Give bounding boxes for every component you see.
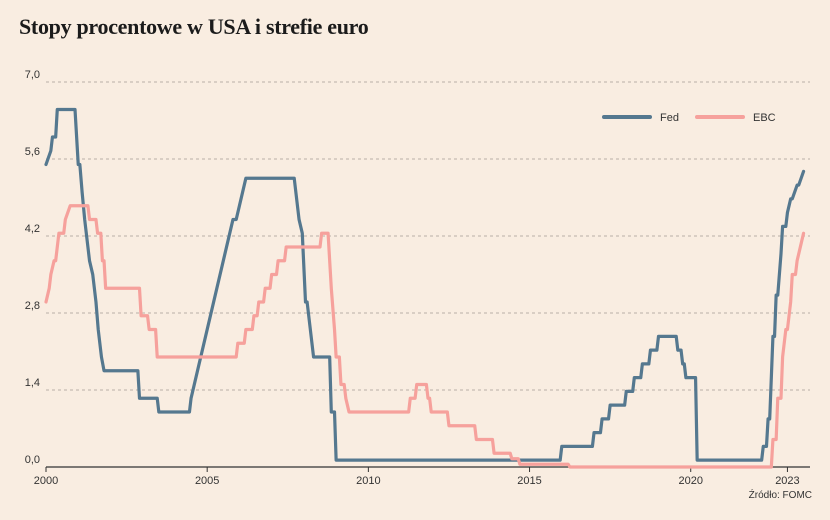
x-tick-label: 2015 <box>517 475 541 487</box>
y-tick-label: 1,4 <box>25 377 40 389</box>
legend: Fed EBC <box>602 112 776 124</box>
grid-lines <box>46 81 810 468</box>
source-note: Źródło: FOMC <box>748 490 812 501</box>
legend-ebc-label: EBC <box>753 112 776 124</box>
legend-fed-label: Fed <box>660 112 679 124</box>
y-tick-label: 4,2 <box>25 223 40 235</box>
x-tick-label: 2020 <box>678 475 702 487</box>
chart-title: Stopy procentowe w USA i strefie euro <box>19 14 369 39</box>
y-tick-label: 2,8 <box>25 300 40 312</box>
y-tick-label: 7,0 <box>25 69 40 81</box>
x-tick-label: 2005 <box>195 475 219 487</box>
y-tick-label: 0,0 <box>25 454 40 466</box>
y-tick-label: 5,6 <box>25 146 40 158</box>
x-tick-label: 2023 <box>775 475 799 487</box>
x-tick-label: 2000 <box>34 475 58 487</box>
x-tick-label: 2010 <box>356 475 380 487</box>
fed-series-line <box>44 107 806 462</box>
series-lines <box>44 107 806 469</box>
x-axis-ticks: 2000 2005 2010 2015 2020 2023 <box>34 467 800 487</box>
ebc-series-line <box>44 204 806 469</box>
y-axis-ticks: 0,0 1,4 2,8 4,2 5,6 7,0 <box>25 69 40 466</box>
